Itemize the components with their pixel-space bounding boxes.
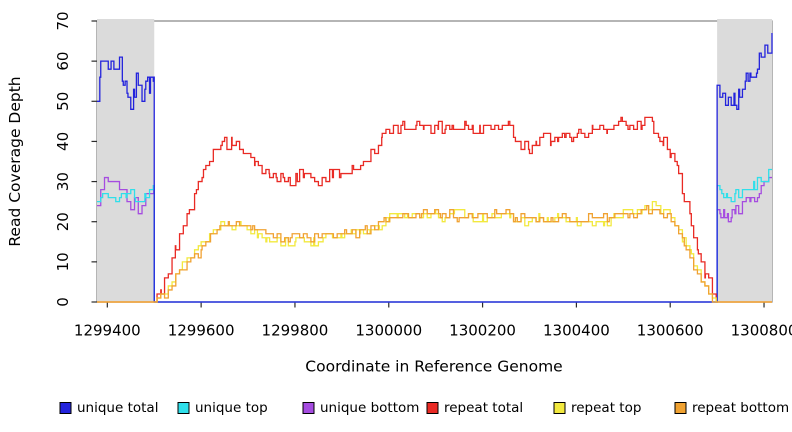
legend-item-repeat-total: repeat total	[426, 400, 523, 416]
legend-swatch-icon	[177, 402, 190, 414]
y-tick-label: 50	[54, 92, 72, 111]
legend-item-unique-total: unique total	[59, 400, 158, 416]
y-tick-label: 70	[54, 11, 72, 30]
x-tick-label: 1300200	[449, 322, 516, 340]
x-tick-label: 1300000	[355, 322, 422, 340]
legend-swatch-icon	[674, 402, 687, 414]
y-tick-label: 0	[54, 297, 72, 307]
y-tick-label: 20	[54, 212, 72, 231]
legend-item-unique-bottom: unique bottom	[302, 400, 419, 416]
legend-swatch-icon	[302, 402, 315, 414]
x-tick-label: 1299400	[74, 322, 141, 340]
legend-item-repeat-bottom: repeat bottom	[674, 400, 789, 416]
y-tick-label: 60	[54, 52, 72, 71]
legend-label: repeat bottom	[692, 400, 789, 416]
legend-swatch-icon	[426, 402, 439, 414]
legend-swatch-icon	[59, 402, 72, 414]
y-tick-label: 40	[54, 132, 72, 151]
right-repeat-flank-region	[717, 19, 772, 302]
legend-item-repeat-top: repeat top	[553, 400, 641, 416]
legend-label: unique top	[195, 400, 268, 416]
left-repeat-flank-region	[97, 19, 155, 302]
y-axis-title: Read Coverage Depth	[6, 76, 24, 246]
legend-label: repeat total	[444, 400, 523, 416]
x-axis-ticks: 1299400 1299600 1299800 1300000 1300200 13004…	[74, 302, 792, 340]
x-tick-label: 1299600	[168, 322, 235, 340]
legend-label: repeat top	[571, 400, 641, 416]
y-tick-label: 30	[54, 172, 72, 191]
x-tick-label: 1300800	[731, 322, 792, 340]
x-axis-title: Coordinate in Reference Genome	[305, 358, 562, 376]
series-repeat-total	[97, 116, 772, 303]
series-unique-bottom	[97, 176, 772, 303]
x-tick-label: 1300600	[637, 322, 704, 340]
legend-swatch-icon	[553, 402, 566, 414]
series-unique-total	[97, 33, 773, 303]
y-axis-ticks: 0 10 20 30 40 50 60 70	[54, 11, 97, 307]
legend-label: unique total	[77, 400, 158, 416]
series-repeat-bottom	[97, 205, 772, 303]
y-tick-label: 10	[54, 252, 72, 271]
x-tick-label: 1300400	[543, 322, 610, 340]
legend-label: unique bottom	[320, 400, 419, 416]
legend-item-unique-top: unique top	[177, 400, 268, 416]
plot-box	[96, 20, 773, 303]
x-tick-label: 1299800	[262, 322, 329, 340]
legend: unique total unique top unique bottom repea…	[59, 400, 789, 416]
